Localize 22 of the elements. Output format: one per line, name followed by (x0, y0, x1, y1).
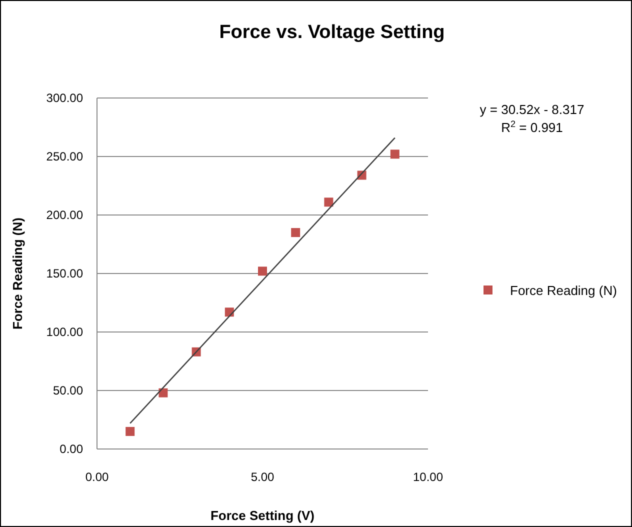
point (158, 388, 168, 398)
chart-title: Force vs. Voltage Setting (219, 22, 445, 43)
y-tick-label: 200.00 (46, 208, 84, 222)
point (258, 266, 267, 276)
y-tick-label: 250.00 (46, 150, 84, 164)
text: R$^{2}$ = 0.991 (501, 119, 563, 135)
text: y = 30.52x - 8.317 (480, 102, 584, 117)
x-tick-label: 0.00 (85, 470, 109, 484)
point (291, 228, 300, 238)
point (390, 150, 400, 159)
y-axis-title: Force Reading (N) (10, 218, 25, 330)
point (126, 426, 135, 436)
y-tick-label: 150.00 (46, 266, 84, 280)
y-tick-label: 100.00 (46, 325, 84, 339)
x-tick-label: 10.00 (412, 470, 444, 484)
y-tick-label: 50.00 (52, 384, 84, 398)
y-tick-label: 0.00 (60, 442, 84, 456)
x-tick-label: 5.00 (250, 470, 274, 484)
point (324, 198, 334, 207)
legend-label: Force Reading (N) (510, 283, 617, 298)
y-tick-label: 300.00 (46, 91, 84, 105)
x-axis-title: Force Setting (V) (210, 508, 315, 523)
